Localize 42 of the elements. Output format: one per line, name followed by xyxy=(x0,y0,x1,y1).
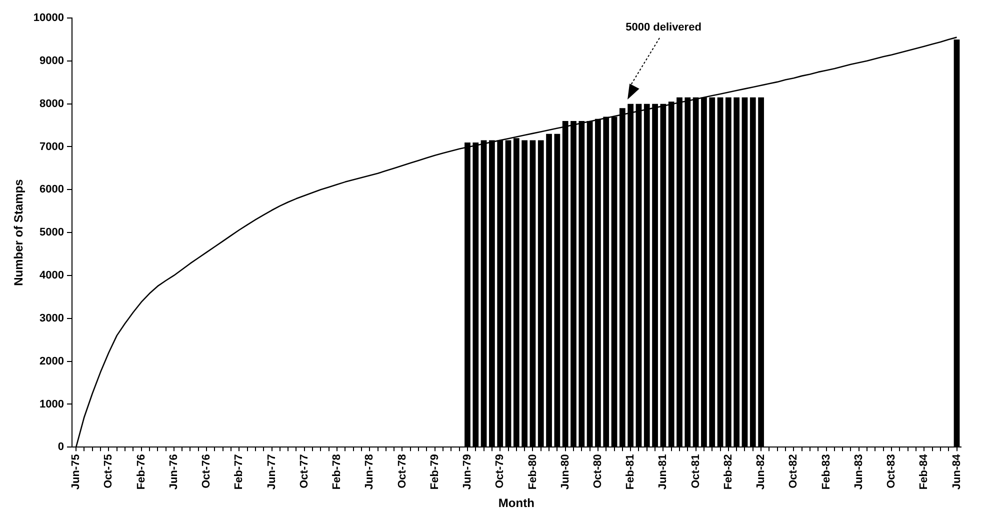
x-tick-label: Feb-76 xyxy=(135,454,148,490)
y-tick-label: 7000 xyxy=(40,140,64,153)
x-tick-label: Feb-84 xyxy=(918,453,930,490)
x-tick-label: Jun-81 xyxy=(657,454,670,490)
x-tick-label: Feb-78 xyxy=(331,454,344,490)
y-tick-label: 6000 xyxy=(40,184,64,196)
x-tick-label: Jun-75 xyxy=(70,454,82,490)
x-tick-label: Oct-77 xyxy=(298,454,310,488)
y-tick-label: 10000 xyxy=(33,12,64,24)
x-tick-label: Feb-80 xyxy=(526,454,539,490)
x-tick-label: Jun-80 xyxy=(559,454,572,490)
x-tick-label: Jun-79 xyxy=(462,454,474,490)
x-tick-label: Jun-84 xyxy=(950,453,963,490)
x-tick-label: Feb-83 xyxy=(820,454,832,490)
y-tick-label: 9000 xyxy=(40,54,64,67)
x-tick-label: Jun-78 xyxy=(364,454,376,490)
x-tick-label: Jun-83 xyxy=(852,454,865,490)
x-tick-label: Feb-79 xyxy=(428,454,441,490)
y-axis-title: Number of Stamps xyxy=(12,178,26,286)
x-tick-label: Feb-82 xyxy=(722,454,734,490)
x-tick-label: Jun-82 xyxy=(755,454,768,490)
x-tick-label: Oct-80 xyxy=(592,454,604,488)
y-tick-label: 1000 xyxy=(40,398,64,410)
y-tick-label: 2000 xyxy=(40,355,64,368)
y-tick-label: 3000 xyxy=(40,312,64,324)
x-tick-label: Oct-82 xyxy=(788,454,800,488)
x-tick-label: Oct-79 xyxy=(494,454,506,488)
y-tick-label: 0 xyxy=(58,441,64,454)
x-axis-title: Month xyxy=(498,496,534,510)
x-tick-label: Feb-77 xyxy=(233,454,246,490)
x-tick-label: Oct-75 xyxy=(102,454,115,488)
annotation: 5000 delivered xyxy=(626,22,702,34)
y-tick-label: 5000 xyxy=(40,226,64,239)
x-tick-label: Jun-76 xyxy=(168,454,180,490)
x-tick-label: Oct-83 xyxy=(886,454,898,488)
y-tick-label: 8000 xyxy=(40,98,64,110)
x-tick-label: Oct-76 xyxy=(200,454,213,488)
x-tick-label: Jun-77 xyxy=(266,454,278,490)
x-tick-label: Feb-81 xyxy=(624,454,637,490)
x-tick-label: Oct-78 xyxy=(396,454,408,488)
y-tick-label: 4000 xyxy=(40,270,64,282)
x-tick-label: Oct-81 xyxy=(690,454,702,488)
